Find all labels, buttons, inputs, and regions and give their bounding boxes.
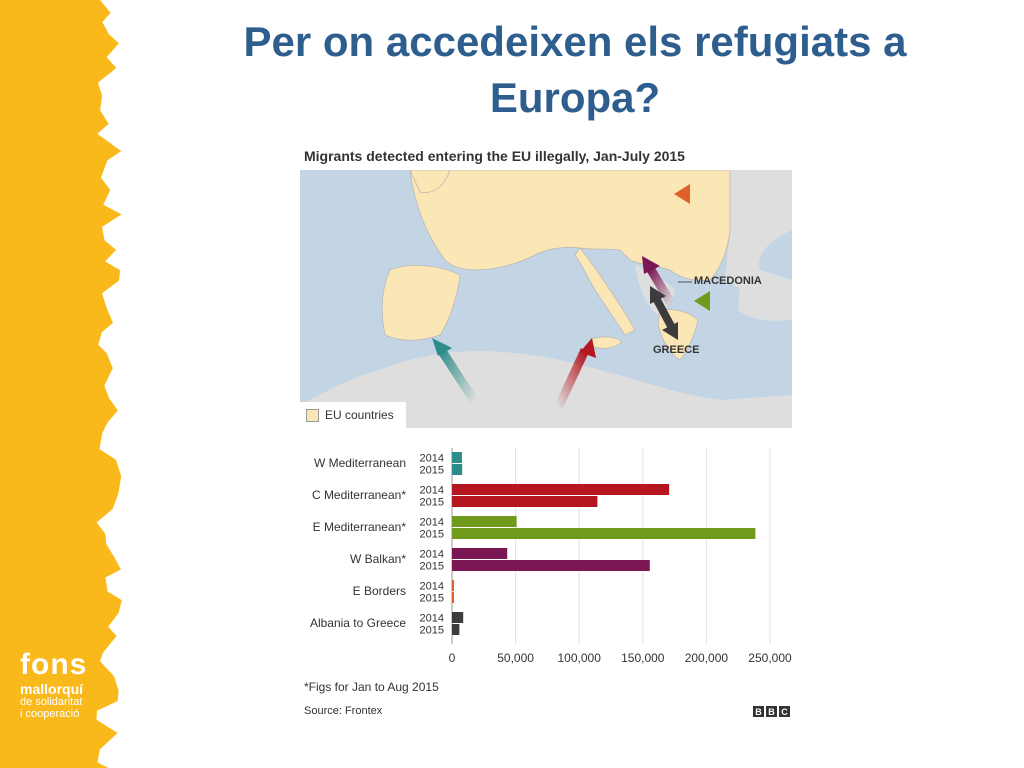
route-arrow-albania-greece <box>650 286 678 340</box>
bar <box>452 464 463 475</box>
slide-title-line-1: Per on accedeixen els refugiats a <box>243 18 907 65</box>
series-year-label: 2014 <box>420 517 444 529</box>
category-label: W Balkan* <box>350 552 406 566</box>
x-tick-label: 150,000 <box>621 651 665 665</box>
bar <box>452 612 464 623</box>
figure-title: Migrants detected entering the EU illega… <box>304 148 685 164</box>
non-eu-east-land <box>720 170 792 310</box>
x-tick-label: 200,000 <box>685 651 729 665</box>
map-label-macedonia: MACEDONIA <box>694 275 762 287</box>
sidebar-decoration: fons mallorquí de solidaritat i cooperac… <box>0 0 135 768</box>
bar <box>452 548 508 559</box>
series-year-label: 2015 <box>420 561 444 573</box>
bbc-letter-2: B <box>766 706 777 717</box>
europe-map <box>300 170 792 428</box>
bar <box>452 592 454 603</box>
series-year-label: 2014 <box>420 485 444 497</box>
route-arrow-e-borders <box>674 184 748 204</box>
route-arrow-w-mediterranean <box>432 338 479 405</box>
route-arrow-c-mediterranean <box>553 338 596 410</box>
category-label: C Mediterranean* <box>312 488 406 502</box>
bar-chart: 0 50,000 100,000 150,000 200,000 250,000 W Med… <box>310 448 792 665</box>
eu-countries-swatch <box>306 408 319 422</box>
series-year-label: 2015 <box>420 529 444 541</box>
x-tick-label: 0 <box>449 651 456 665</box>
bar <box>452 484 670 495</box>
bar <box>452 560 650 571</box>
x-tick-label: 100,000 <box>558 651 602 665</box>
map-legend-label: EU countries <box>325 408 394 422</box>
chart-footnote: *Figs for Jan to Aug 2015 <box>304 680 439 694</box>
map-legend: EU countries <box>300 402 406 428</box>
bar <box>452 496 598 507</box>
bar <box>452 516 517 527</box>
bbc-letter-1: B <box>753 706 764 717</box>
route-arrow-e-mediterranean <box>694 291 770 311</box>
route-arrow-w-balkan <box>642 256 676 308</box>
sicily-land <box>589 336 623 349</box>
bar <box>452 528 756 539</box>
chart-source: Source: Frontex <box>304 705 383 717</box>
north-africa-land <box>300 351 792 428</box>
iberia-land <box>381 265 461 341</box>
category-label: Albania to Greece <box>310 616 406 630</box>
bar <box>452 624 460 635</box>
series-year-label: 2014 <box>420 453 444 465</box>
british-isles-land <box>409 170 451 193</box>
logo-line-3: de solidaritat <box>20 696 83 708</box>
bbc-logo: B B C <box>753 706 790 717</box>
logo-line-2: mallorquí <box>20 681 84 697</box>
bar <box>452 452 462 463</box>
x-tick-label: 250,000 <box>748 651 792 665</box>
series-year-label: 2014 <box>420 613 444 625</box>
series-year-label: 2015 <box>420 625 444 637</box>
bbc-letter-3: C <box>779 706 790 717</box>
series-year-label: 2015 <box>420 497 444 509</box>
category-label: E Mediterranean* <box>313 520 407 534</box>
logo-line-4: i cooperació <box>20 708 80 720</box>
torn-paper-edge <box>0 0 122 768</box>
series-year-label: 2014 <box>420 581 444 593</box>
map-label-greece: GREECE <box>653 344 700 356</box>
category-label: W Mediterranean <box>314 456 406 470</box>
slide-title-line-2: Europa? <box>489 74 661 121</box>
migration-figure: Migrants detected entering the EU illega… <box>300 140 792 720</box>
organization-logo: fons mallorquí de solidaritat i cooperac… <box>20 650 87 720</box>
series-year-label: 2015 <box>420 465 444 477</box>
category-label: E Borders <box>353 584 406 598</box>
series-year-label: 2015 <box>420 593 444 605</box>
slide-title: Per on accedeixen els refugiats a Europa… <box>160 14 990 126</box>
bar <box>452 580 454 591</box>
logo-line-1: fons <box>20 648 88 681</box>
italy-land <box>574 247 636 336</box>
series-year-label: 2014 <box>420 549 444 561</box>
x-tick-label: 50,000 <box>497 651 534 665</box>
